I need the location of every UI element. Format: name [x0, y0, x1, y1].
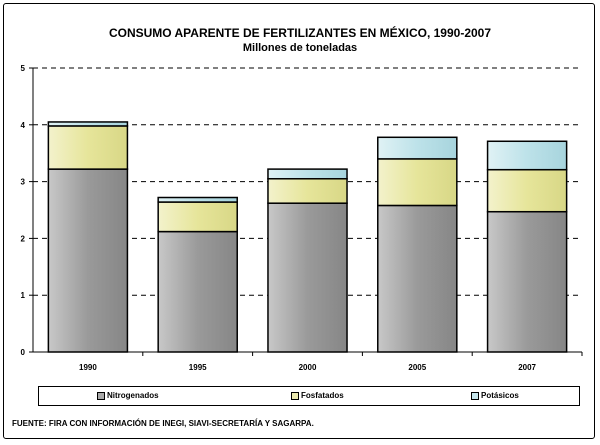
- legend-label-nitrogenados: Nitrogenados: [107, 391, 159, 400]
- bars: [47, 121, 568, 353]
- bar-potasicos-2005: [377, 136, 458, 160]
- y-tick-label: 0: [21, 348, 26, 357]
- x-tick-label-2007: 2007: [518, 363, 536, 372]
- legend-item-fosfatados: Fosfatados: [291, 391, 344, 400]
- chart-title: CONSUMO APARENTE DE FERTILIZANTES EN MÉX…: [108, 26, 492, 40]
- legend-swatch-fosfatados: [291, 391, 299, 400]
- x-tick-label-2000: 2000: [299, 363, 317, 372]
- legend-swatch-potasicos: [471, 391, 479, 400]
- legend-item-potasicos: Potásicos: [471, 391, 519, 400]
- chart-subtitle: Millones de toneladas: [242, 42, 358, 54]
- bar-nitrogenados-2007: [486, 210, 568, 353]
- bar-fosfatados-2007: [486, 168, 568, 213]
- bar-fosfatados-1990: [47, 125, 129, 170]
- source-note: FUENTE: FIRA CON INFORMACIÓN DE INEGI, S…: [12, 419, 314, 428]
- legend-swatch-nitrogenados: [97, 391, 105, 400]
- legend-item-nitrogenados: Nitrogenados: [97, 391, 159, 400]
- y-tick-label: 2: [21, 234, 26, 243]
- x-axis: 1990 1995 2000 2005 2007: [33, 351, 583, 372]
- y-tick-label: 3: [21, 178, 26, 187]
- bar-nitrogenados-2005: [377, 204, 458, 353]
- bar-potasicos-2000: [267, 168, 348, 180]
- legend: Nitrogenados Fosfatados Potásicos: [38, 386, 580, 406]
- bar-fosfatados-1995: [157, 201, 238, 233]
- bar-nitrogenados-2000: [267, 202, 348, 353]
- bar-nitrogenados-1995: [157, 230, 238, 353]
- y-tick-label: 1: [21, 291, 26, 300]
- y-tick-label: 5: [21, 64, 26, 73]
- y-axis: 0 1 2 3 4 5: [21, 64, 34, 357]
- bar-fosfatados-2005: [377, 158, 458, 207]
- x-tick-label-2005: 2005: [408, 363, 426, 372]
- x-tick-label-1995: 1995: [189, 363, 207, 372]
- bar-potasicos-2007: [486, 140, 568, 171]
- bar-potasicos-1995: [157, 196, 238, 203]
- x-tick-label-1990: 1990: [79, 363, 97, 372]
- y-tick-label: 4: [21, 121, 26, 130]
- legend-label-fosfatados: Fosfatados: [301, 391, 344, 400]
- bar-potasicos-1990: [47, 121, 129, 127]
- bar-nitrogenados-1990: [47, 168, 129, 353]
- legend-label-potasicos: Potásicos: [481, 391, 519, 400]
- bar-fosfatados-2000: [267, 178, 348, 204]
